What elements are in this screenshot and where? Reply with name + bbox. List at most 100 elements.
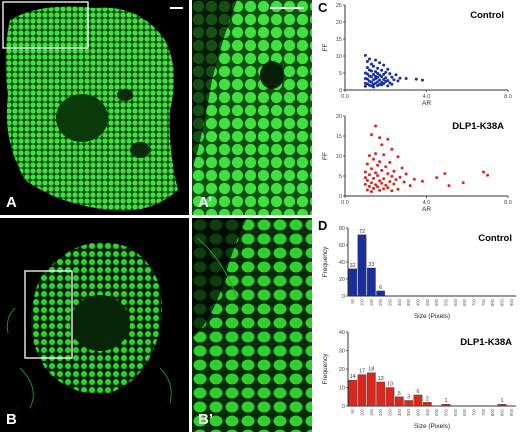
x-tick-label: 8.0 (504, 200, 512, 206)
inset-box-a (2, 1, 89, 49)
x-axis-label: Size (Pixels) (414, 313, 450, 320)
scatter-point (374, 81, 378, 85)
x-tick-label: 150 (369, 408, 374, 416)
x-tick-label: 750 (481, 298, 486, 306)
x-tick-label: 50 (350, 298, 355, 303)
micrograph-b: B (0, 218, 189, 432)
x-tick-label: 450 (425, 298, 430, 306)
scatter-point (461, 181, 465, 185)
cell-image-b-prime (192, 218, 312, 432)
scatter-point (363, 182, 367, 186)
histogram-bar (395, 396, 404, 407)
scatter-point (376, 84, 380, 88)
scatter-point (380, 143, 384, 147)
histogram-bar (367, 267, 376, 297)
histogram-bar (348, 379, 357, 407)
scatter-point (414, 77, 418, 81)
scatter-point (372, 157, 376, 161)
bar-data-label: 3 (407, 394, 410, 400)
y-tick-label: 15 (336, 37, 342, 43)
scatter-point (382, 187, 386, 191)
x-tick-label: 250 (388, 408, 393, 416)
scatter-point (376, 185, 380, 189)
x-tick-label: 900 (509, 408, 514, 416)
x-tick-label: 4.0 (423, 200, 431, 206)
scatter-point (386, 67, 390, 71)
y-tick-label: 0 (339, 194, 342, 200)
scatter-point (369, 80, 373, 84)
scatter-point (363, 176, 367, 180)
bar-data-label: 14 (350, 374, 356, 380)
x-tick-label: 500 (434, 408, 439, 416)
x-tick-label: 550 (444, 408, 449, 416)
bar-data-label: 6 (379, 285, 382, 291)
scatter-point (390, 174, 394, 178)
scatter-point (369, 167, 373, 171)
scatter-point (404, 172, 408, 176)
scatter-point (420, 78, 424, 82)
scatter-point (384, 80, 388, 83)
scatter-point (404, 76, 408, 80)
y-axis-label: Frequency (322, 353, 329, 384)
x-tick-label: 300 (397, 298, 402, 306)
x-tick-label: 300 (397, 408, 402, 416)
x-tick-label: 350 (406, 408, 411, 416)
scatter-point (365, 66, 369, 70)
scatter-point (386, 186, 390, 190)
scatter-point (386, 84, 390, 88)
scatter-point (378, 179, 382, 183)
panel-label-a-prime: A’ (198, 194, 213, 211)
scatter-point (394, 178, 398, 182)
y-axis-label: Frequency (322, 246, 329, 277)
bar-data-label: 17 (359, 369, 365, 375)
scatter-point (382, 177, 386, 181)
x-tick-label: 350 (406, 298, 411, 306)
nucleus-b (70, 295, 130, 351)
scatter-point (382, 72, 386, 76)
bar-data-label: 2 (426, 396, 429, 402)
scatter-point (376, 71, 380, 75)
scatter-point (396, 155, 400, 159)
x-tick-label: 650 (462, 298, 467, 306)
scatter-point (443, 172, 447, 176)
y-tick-label: 40 (339, 260, 345, 266)
scatter-point (365, 178, 369, 182)
x-tick-label: 0.0 (341, 94, 349, 100)
scatter-point (390, 75, 394, 79)
scatter-point (390, 82, 394, 86)
x-tick-label: 100 (360, 408, 365, 416)
cell-image-a (2, 1, 183, 211)
nucleus-a (56, 94, 108, 142)
scatter-point (392, 182, 396, 186)
scatter-point (382, 153, 386, 157)
y-tick-label: 80 (339, 226, 345, 232)
scatter-point (390, 147, 394, 151)
scatter-point (380, 168, 384, 172)
scatter-point (482, 170, 486, 174)
y-tick-label: 10 (336, 154, 342, 160)
x-tick-label: 400 (416, 298, 421, 306)
micrograph-a: A (0, 0, 189, 215)
x-axis-label: Size (Pixels) (414, 423, 450, 430)
y-tick-label: 25 (336, 3, 342, 9)
bar-data-label: 13 (378, 376, 384, 382)
scatter-point (372, 72, 376, 76)
scatter-point (412, 177, 416, 181)
inset-box-b (24, 270, 73, 359)
y-tick-label: 30 (339, 349, 345, 355)
bar-data-label: 32 (350, 263, 356, 269)
bar-data-label: 1 (444, 398, 447, 404)
histogram-bar (376, 290, 385, 297)
scatter-point (374, 183, 378, 187)
scatter-point (378, 78, 382, 82)
x-tick-label: 700 (472, 408, 477, 416)
x-tick-label: 4.0 (423, 94, 431, 100)
scatter-point (384, 165, 388, 169)
histogram-bar (413, 394, 423, 407)
histogram-bar (357, 374, 367, 407)
scatter-point (380, 75, 384, 79)
scatter-point (367, 184, 371, 188)
panel-label-b-prime: B’ (198, 411, 213, 428)
x-tick-label: 450 (425, 408, 430, 416)
scatter-point (376, 66, 380, 70)
